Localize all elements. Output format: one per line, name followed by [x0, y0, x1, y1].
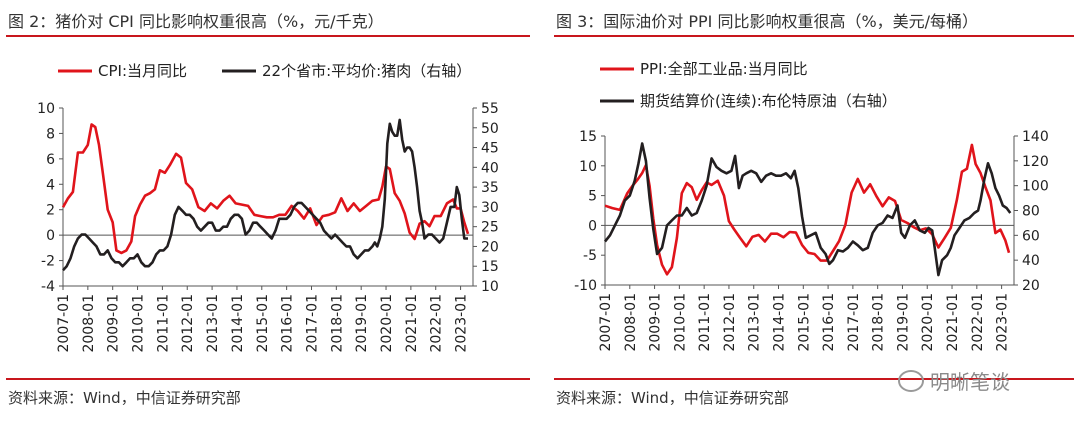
y-tick-label-right: 30	[481, 200, 499, 216]
x-tick-label: 2010-01	[672, 293, 688, 352]
left-chart: CPI:当月同比 22个省市:平均价:猪肉（右轴） -4 -2 0 2 4 6 8 10 10 15 2…	[37, 62, 499, 353]
y-tick-label-left: 10	[579, 159, 597, 175]
right-figure-title: 图 3：国际油价对 PPI 同比影响权重很高（%，美元/每桶）	[556, 12, 979, 31]
y-tick-label-left: 4	[46, 177, 55, 193]
x-tick-label: 2013-01	[205, 294, 221, 353]
y-tick-label-right: 60	[1022, 228, 1040, 244]
y-tick-label-left: 15	[579, 129, 597, 145]
y-tick-label-left: 2	[46, 203, 55, 219]
x-tick-label: 2016-01	[280, 294, 296, 353]
series-line-1	[603, 142, 1012, 277]
y-tick-label-left: -5	[583, 248, 597, 264]
x-tick-label: 2014-01	[772, 293, 788, 352]
y-tick-label-right: 40	[1022, 253, 1040, 269]
series-line-0	[61, 123, 470, 255]
x-tick-label: 2018-01	[871, 293, 887, 352]
y-tick-label-right: 100	[1022, 179, 1049, 195]
x-tick-label: 2020-01	[920, 293, 936, 352]
legend-label-0: PPI:全部工业品:当月同比	[640, 60, 808, 78]
x-tick-label: 2016-01	[821, 293, 837, 352]
x-tick-label: 2011-01	[155, 294, 171, 353]
x-tick-label: 2012-01	[722, 293, 738, 352]
x-tick-label: 2017-01	[846, 293, 862, 352]
right-source-note: 资料来源：Wind，中信证券研究部	[556, 389, 789, 407]
y-tick-label-left: -4	[41, 279, 55, 295]
y-tick-label-left: 5	[588, 189, 597, 205]
series-line-0	[604, 143, 1011, 276]
y-tick-label-right: 25	[481, 220, 499, 236]
x-tick-label: 2023-01	[454, 294, 470, 353]
legend-label-0: CPI:当月同比	[98, 62, 187, 80]
left-top-rule	[6, 35, 530, 37]
left-panel: 图 2：猪价对 CPI 同比影响权重很高（%，元/千克） CPI:当月同比 22个…	[0, 0, 536, 424]
y-tick-label-right: 50	[481, 121, 499, 137]
watermark: 明晰笔谈	[898, 366, 1010, 395]
legend-label-1: 期货结算价(连续):布伦特原油（右轴）	[640, 92, 897, 110]
y-tick-label-left: 6	[46, 152, 55, 168]
x-tick-label: 2020-01	[379, 294, 395, 353]
y-tick-label-right: 140	[1022, 129, 1049, 145]
x-tick-label: 2022-01	[429, 294, 445, 353]
x-tick-label: 2017-01	[304, 294, 320, 353]
x-tick-label: 2021-01	[404, 294, 420, 353]
left-source-note: 资料来源：Wind，中信证券研究部	[8, 389, 241, 407]
x-tick-label: 2015-01	[796, 293, 812, 352]
y-tick-label-right: 80	[1022, 204, 1040, 220]
legend-label-1: 22个省市:平均价:猪肉（右轴）	[262, 62, 471, 80]
y-tick-label-right: 10	[481, 279, 499, 295]
x-tick-label: 2008-01	[81, 294, 97, 353]
x-tick-label: 2007-01	[56, 294, 72, 353]
y-tick-label-left: -2	[41, 254, 55, 270]
y-tick-label-right: 20	[1022, 278, 1040, 294]
y-tick-label-right: 15	[481, 259, 499, 275]
x-tick-label: 2022-01	[970, 293, 986, 352]
y-tick-label-left: 10	[37, 101, 55, 117]
left-figure-title: 图 2：猪价对 CPI 同比影响权重很高（%，元/千克）	[8, 12, 384, 31]
x-tick-label: 2019-01	[895, 293, 911, 352]
y-tick-label-right: 35	[481, 180, 499, 196]
x-tick-label: 2018-01	[329, 294, 345, 353]
y-tick-label-right: 40	[481, 160, 499, 176]
y-tick-label-left: 0	[588, 218, 597, 234]
x-tick-label: 2009-01	[648, 293, 664, 352]
x-tick-label: 2010-01	[131, 294, 147, 353]
y-tick-label-right: 45	[481, 141, 499, 157]
watermark-text: 明晰笔谈	[930, 370, 1010, 394]
wechat-icon	[898, 370, 924, 392]
x-tick-label: 2012-01	[180, 294, 196, 353]
y-tick-label-left: -10	[574, 278, 597, 294]
x-tick-label: 2021-01	[945, 293, 961, 352]
x-tick-label: 2023-01	[995, 293, 1011, 352]
left-bottom-rule	[6, 378, 530, 380]
right-top-rule	[554, 35, 1074, 37]
x-tick-label: 2019-01	[354, 294, 370, 353]
x-tick-label: 2015-01	[255, 294, 271, 353]
x-tick-label: 2011-01	[697, 293, 713, 352]
y-tick-label-right: 20	[481, 239, 499, 255]
x-tick-label: 2014-01	[230, 294, 246, 353]
right-panel: 图 3：国际油价对 PPI 同比影响权重很高（%，美元/每桶） PPI:全部工业…	[548, 0, 1080, 424]
y-tick-label-right: 120	[1022, 154, 1049, 170]
x-tick-label: 2009-01	[106, 294, 122, 353]
y-tick-label-right: 55	[481, 101, 499, 117]
x-tick-label: 2013-01	[747, 293, 763, 352]
x-tick-label: 2007-01	[598, 293, 614, 352]
x-tick-label: 2008-01	[623, 293, 639, 352]
series-line-1	[62, 118, 468, 272]
y-tick-label-left: 0	[46, 228, 55, 244]
right-bottom-rule	[554, 378, 1074, 380]
y-tick-label-left: 8	[46, 126, 55, 142]
